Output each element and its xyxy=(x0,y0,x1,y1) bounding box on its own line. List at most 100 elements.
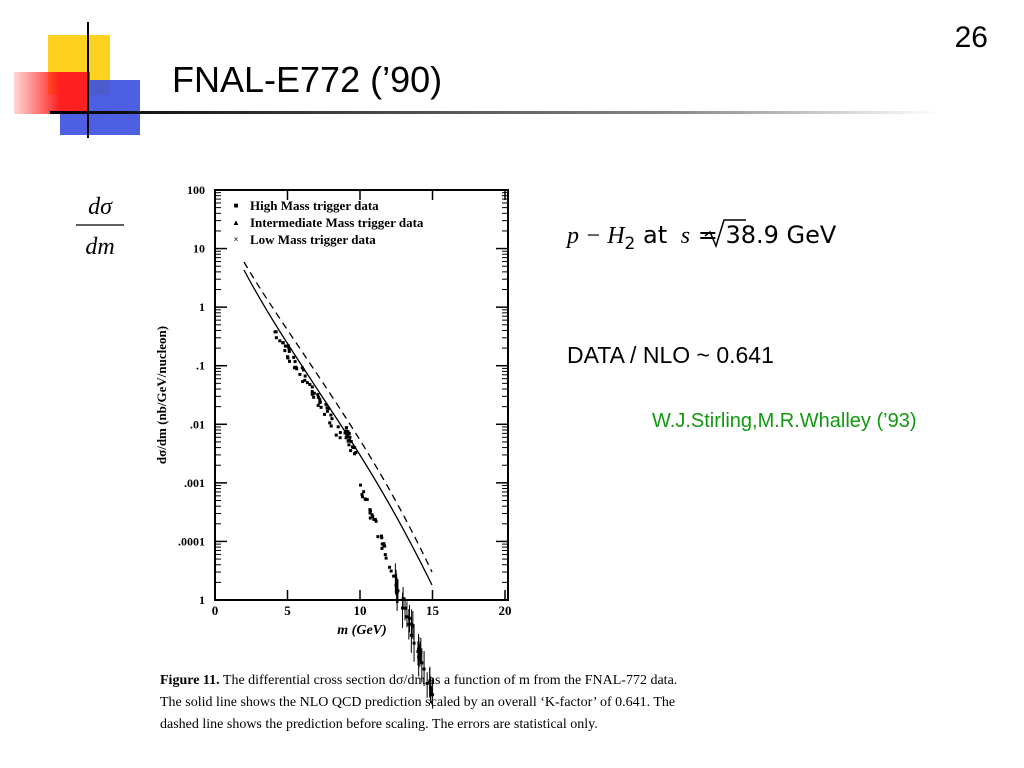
plot-frame xyxy=(214,189,509,601)
scan-point xyxy=(376,535,380,539)
scan-point xyxy=(362,490,366,494)
scan-point xyxy=(345,433,349,437)
scan-point xyxy=(346,430,350,434)
scan-point xyxy=(330,417,334,421)
scan-point xyxy=(311,392,315,396)
legend-label: Intermediate Mass trigger data xyxy=(250,215,424,230)
scan-point xyxy=(283,349,287,353)
y-tick-label: 10 xyxy=(193,242,205,256)
x-tick-label: 10 xyxy=(354,603,367,618)
scan-point xyxy=(380,542,384,546)
scan-point xyxy=(347,438,351,442)
scan-point xyxy=(274,336,278,340)
scan-point xyxy=(360,495,364,499)
numerator: dσ xyxy=(88,194,113,220)
scan-point xyxy=(312,391,316,395)
scan-point xyxy=(371,515,375,519)
scan-point xyxy=(359,483,363,487)
scan-point xyxy=(334,433,338,437)
caption-text: The differential cross section dσ/dm as … xyxy=(220,673,678,688)
scan-point xyxy=(354,450,358,454)
scan-point xyxy=(383,544,387,548)
x-axis-label: m (GeV) xyxy=(337,623,386,638)
scan-point xyxy=(338,431,342,435)
y-tick-label: .001 xyxy=(184,476,205,490)
citation: W.J.Stirling,M.R.Whalley (’93) xyxy=(652,410,917,432)
scan-point xyxy=(370,513,374,517)
scan-point xyxy=(374,519,378,523)
x-tick-label: 0 xyxy=(212,603,219,618)
scan-point xyxy=(310,385,314,389)
scan-point xyxy=(327,406,331,410)
scan-point xyxy=(305,381,309,385)
scan-point xyxy=(363,497,367,501)
scan-point xyxy=(344,426,348,430)
scan-point xyxy=(273,330,277,334)
scan-point xyxy=(316,395,320,399)
scan-point xyxy=(336,425,340,429)
legend-label: High Mass trigger data xyxy=(250,198,379,213)
scan-point xyxy=(353,446,357,450)
scan-point xyxy=(292,355,296,359)
scan-point xyxy=(294,366,298,370)
x-tick-label: 5 xyxy=(284,603,291,618)
scan-point xyxy=(287,347,291,351)
scan-point xyxy=(310,390,314,394)
scan-point xyxy=(303,374,307,378)
scan-point xyxy=(346,435,350,439)
scan-point xyxy=(383,553,387,557)
y-tick-label: .01 xyxy=(190,417,205,431)
scan-point xyxy=(278,339,282,343)
fraction: dσ dm xyxy=(76,194,124,260)
scan-point xyxy=(343,431,347,435)
y-tick-label: 100 xyxy=(187,183,205,197)
formula-sqrt: s xyxy=(681,223,690,249)
ratio: DATA / NLO ~ 0.641 xyxy=(567,342,774,368)
scan-point xyxy=(322,412,326,416)
scan-point xyxy=(380,536,384,540)
scan-point xyxy=(344,436,348,440)
scan-point xyxy=(373,518,377,522)
scan-point xyxy=(318,397,322,401)
legend-symbol: ■ xyxy=(234,201,239,210)
legend-symbol: ▲ xyxy=(232,218,240,227)
denominator: dm xyxy=(85,234,114,260)
scan-point xyxy=(389,569,393,573)
scan-point xyxy=(380,546,384,550)
sqrt-sign xyxy=(704,219,746,249)
formula-at: at xyxy=(635,221,674,249)
scan-point xyxy=(372,517,376,521)
x-tick-label: 20 xyxy=(499,603,512,618)
caption-line: dashed line shows the prediction before … xyxy=(160,717,598,732)
nlo-scaled-curve xyxy=(243,269,433,586)
scan-point xyxy=(368,516,372,520)
scan-point xyxy=(312,395,316,399)
scan-point xyxy=(286,355,289,359)
scan-point xyxy=(293,360,297,364)
scan-point xyxy=(380,534,384,538)
scan-point xyxy=(328,421,332,425)
x-tick-label: 15 xyxy=(426,603,440,618)
slide-number: 26 xyxy=(955,21,988,54)
scan-point xyxy=(368,511,372,515)
caption-label: Figure 11. xyxy=(160,673,220,688)
scan-point xyxy=(325,406,329,410)
y-tick-label: .0001 xyxy=(178,534,205,548)
scan-point xyxy=(347,432,351,436)
scan-point xyxy=(319,405,323,409)
caption-line: The solid line shows the NLO QCD predict… xyxy=(160,695,675,710)
figure: dσ/dm (nb/GeV/nucleon) m (GeV) 0 5 10 15 20 1… xyxy=(154,183,512,709)
scan-point xyxy=(384,556,388,560)
scan-point xyxy=(349,449,353,453)
y-tick-label: 1 xyxy=(199,300,205,314)
formula: p − H2 at s = 38.9 GeV xyxy=(565,221,837,254)
scan-point xyxy=(283,344,287,348)
scan-point xyxy=(360,493,364,497)
y-axis-label: dσ/dm (nb/GeV/nucleon) xyxy=(154,326,169,464)
scan-point xyxy=(300,366,304,370)
scan-point xyxy=(388,565,392,569)
scan-point xyxy=(325,409,329,413)
header-decoration xyxy=(14,22,940,138)
nlo-unscaled-curve xyxy=(243,261,433,573)
